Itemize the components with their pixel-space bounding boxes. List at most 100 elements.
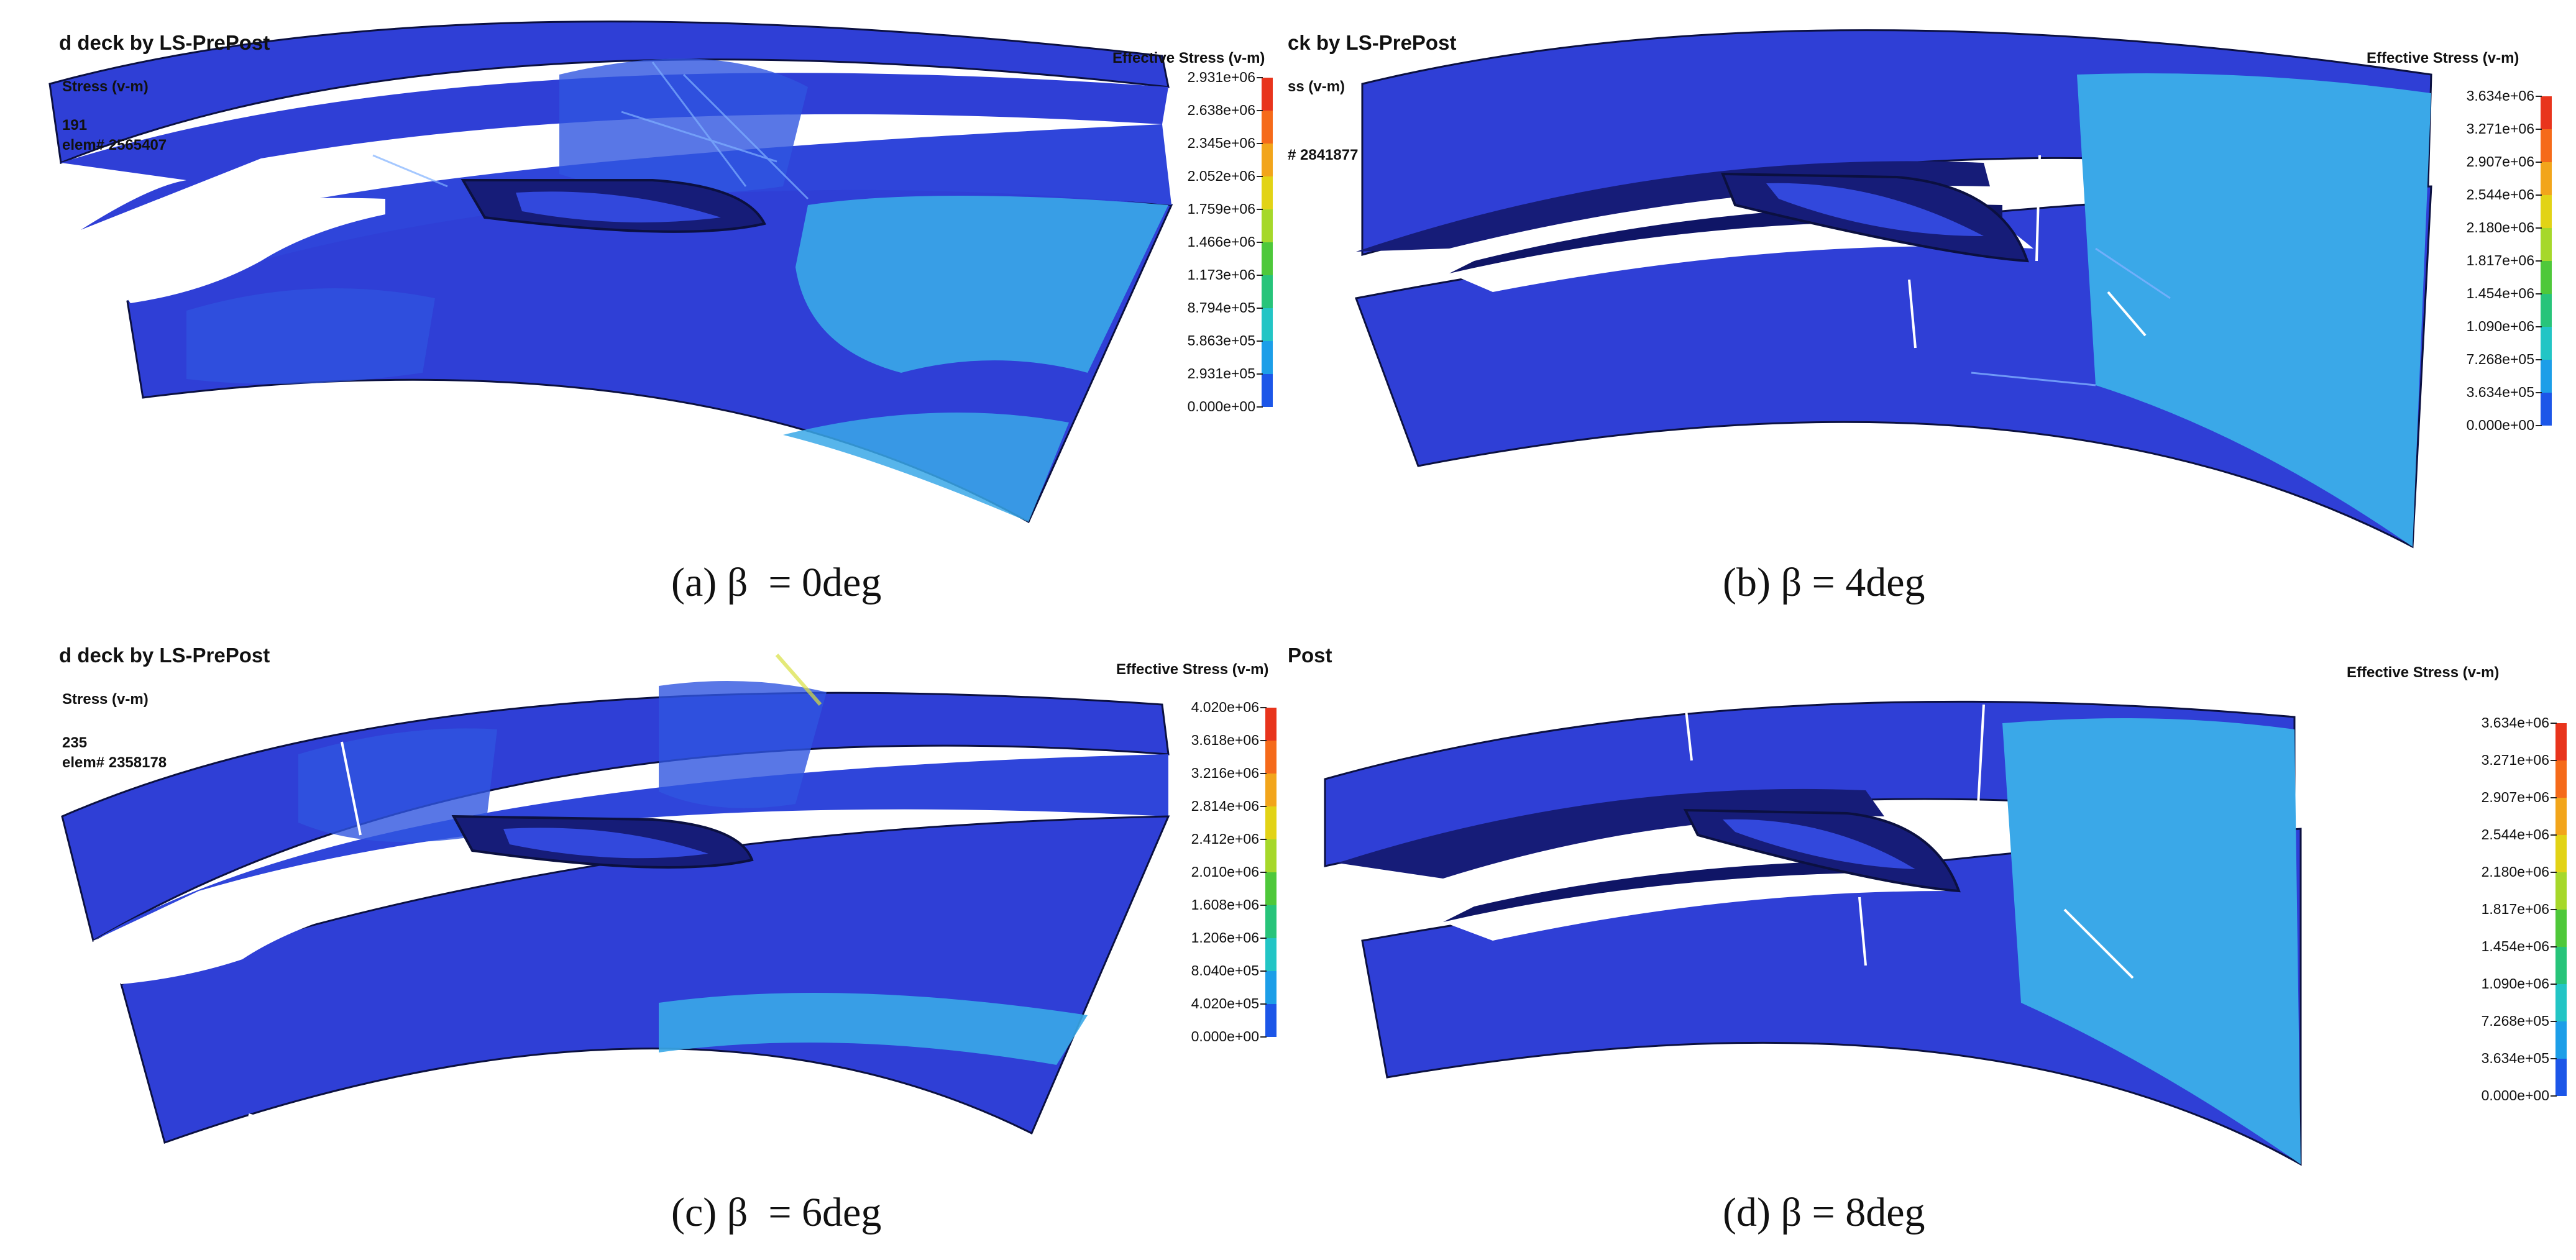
legend-color-bar: [1265, 708, 1277, 1037]
legend-tick: [2536, 359, 2542, 360]
legend-value: 2.814e+06: [1191, 798, 1259, 814]
panel-b: ck by LS-PrePost ss (v-m) # 2841877 Effe…: [1288, 0, 2575, 630]
info-line: 191: [62, 117, 88, 134]
legend-value: 0.000e+00: [1191, 1028, 1259, 1044]
legend-value: 4.020e+06: [1191, 699, 1259, 715]
legend-tick: [1257, 176, 1263, 177]
legend-swatch: [1265, 741, 1277, 774]
legend-tick: [1257, 340, 1263, 342]
legend-value: 3.634e+06: [2466, 88, 2534, 104]
legend-swatch: [2555, 1021, 2567, 1059]
legend-swatch: [1265, 971, 1277, 1004]
legend-tick: [1257, 373, 1263, 375]
legend-value: 1.090e+06: [2466, 318, 2534, 334]
legend-value: 0.000e+00: [2481, 1087, 2549, 1103]
legend-value: 8.794e+05: [1187, 299, 1255, 316]
legend-tick: [2551, 909, 2557, 910]
legend-tick: [1260, 872, 1267, 873]
legend-value: 2.907e+06: [2466, 153, 2534, 170]
legend-color-bar: [1262, 78, 1273, 407]
info-line: ss (v-m): [1288, 78, 1345, 95]
legend-value: 3.271e+06: [2466, 121, 2534, 137]
info-line: Stress (v-m): [62, 78, 149, 95]
legend-tick: [2551, 1058, 2557, 1059]
panel-caption: (a) β = 0deg: [671, 560, 882, 605]
legend-value: 2.931e+05: [1187, 365, 1255, 381]
legend-swatch: [2541, 360, 2552, 393]
legend-swatch: [2555, 1059, 2567, 1096]
legend-value: 2.931e+06: [1187, 69, 1255, 85]
legend-swatch: [1265, 1004, 1277, 1037]
legend-tick: [2536, 96, 2542, 97]
legend-tick: [2536, 425, 2542, 426]
legend-tick: [2551, 872, 2557, 873]
legend-value: 1.454e+06: [2466, 285, 2534, 301]
legend-swatch: [1265, 872, 1277, 905]
legend-tick: [1260, 839, 1267, 840]
legend-swatch: [1265, 708, 1277, 741]
legend-value: 1.608e+06: [1191, 897, 1259, 913]
legend-swatch: [2541, 195, 2552, 228]
legend-swatch: [2555, 723, 2567, 760]
legend-swatch: [1262, 209, 1273, 242]
legend-value: 2.180e+06: [2481, 864, 2549, 880]
legend-swatch: [2541, 96, 2552, 129]
legend-tick: [1257, 209, 1263, 210]
legend-value: 1.759e+06: [1187, 201, 1255, 217]
legend-tick: [2551, 984, 2557, 985]
legend-tick: [2551, 723, 2557, 724]
legend-value: 2.638e+06: [1187, 102, 1255, 118]
legend-swatch: [1262, 242, 1273, 275]
legend-swatch: [2541, 294, 2552, 327]
panel-title: d deck by LS-PrePost: [59, 31, 270, 54]
panel-title: d deck by LS-PrePost: [59, 644, 270, 667]
panel-caption: (c) β = 6deg: [671, 1190, 882, 1235]
legend-swatch: [2555, 835, 2567, 872]
legend-swatch: [2541, 327, 2552, 360]
legend-value: 1.173e+06: [1187, 267, 1255, 283]
legend-tick: [1260, 1036, 1267, 1038]
legend-tick: [1257, 143, 1263, 144]
legend-tick: [2551, 1095, 2557, 1097]
legend-value: 7.268e+05: [2481, 1013, 2549, 1029]
stress-legend: Effective Stress (v-m) 4.020e+06 3.618e+0…: [1116, 661, 1288, 1046]
panel-caption: (d) β = 8deg: [1723, 1190, 1925, 1235]
legend-tick: [2551, 760, 2557, 761]
panel-title: Post: [1288, 644, 1332, 667]
legend-swatch: [1265, 806, 1277, 839]
panel-d: Post Effective Stress (v-m) 3.634e+06 3.2…: [1288, 630, 2575, 1260]
legend-value: 1.817e+06: [2481, 901, 2549, 917]
legend-tick: [2551, 1021, 2557, 1022]
legend-swatch: [2555, 798, 2567, 835]
legend-tick: [2536, 293, 2542, 294]
legend-tick: [1257, 275, 1263, 276]
legend-title: Effective Stress (v-m): [1112, 50, 1265, 66]
legend-value: 2.544e+06: [2481, 826, 2549, 842]
legend-tick: [2536, 227, 2542, 229]
legend-title: Effective Stress (v-m): [2367, 50, 2519, 66]
legend-value: 5.863e+05: [1187, 332, 1255, 349]
legend-value: 3.634e+06: [2481, 714, 2549, 731]
legend-value: 1.206e+06: [1191, 929, 1259, 946]
legend-tick: [1260, 707, 1267, 708]
legend-value: 2.907e+06: [2481, 789, 2549, 805]
legend-swatch: [1262, 78, 1273, 111]
legend-swatch: [2541, 129, 2552, 162]
legend-value: 0.000e+00: [2466, 417, 2534, 433]
legend-title: Effective Stress (v-m): [2347, 664, 2500, 681]
panel-title: ck by LS-PrePost: [1288, 31, 1457, 54]
legend-color-bar: [2555, 723, 2567, 1096]
deck-render-a: [48, 21, 1173, 524]
legend-tick: [1257, 406, 1263, 408]
legend-swatch: [1265, 938, 1277, 971]
info-line: # 2841877: [1288, 147, 1359, 163]
legend-swatch: [1262, 308, 1273, 341]
legend-swatch: [1262, 374, 1273, 407]
legend-tick: [2551, 797, 2557, 798]
legend-value: 4.020e+05: [1191, 995, 1259, 1011]
legend-value: 2.412e+06: [1191, 831, 1259, 847]
legend-swatch: [2541, 261, 2552, 294]
legend-tick: [2536, 326, 2542, 327]
legend-swatch: [2555, 872, 2567, 910]
info-line: elem# 2358178: [62, 754, 167, 771]
